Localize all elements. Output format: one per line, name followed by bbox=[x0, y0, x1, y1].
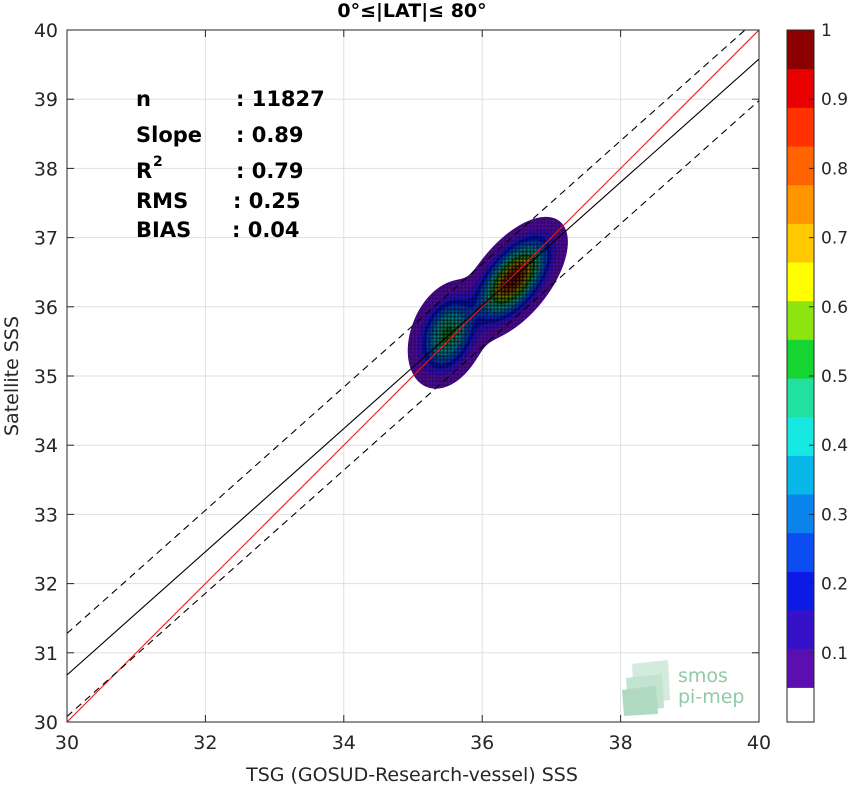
colorbar-swatch bbox=[787, 339, 814, 379]
colorbar-swatch bbox=[787, 687, 814, 723]
density-contour-edge bbox=[422, 235, 552, 369]
stat-label: RMS bbox=[136, 189, 188, 213]
colorbar-swatch bbox=[787, 184, 814, 224]
colorbar-swatch bbox=[787, 494, 814, 534]
y-tick-label: 33 bbox=[34, 504, 58, 526]
density-contour-edge bbox=[442, 254, 535, 342]
statistics-box: n : 11827 Slope : 0.89 R 2 : 0.79 RMS : 0.25 BIAS… bbox=[136, 87, 325, 242]
stat-label: R bbox=[136, 159, 152, 183]
colorbar-swatch bbox=[787, 30, 814, 70]
colorbar-swatch bbox=[787, 146, 814, 186]
colorbar-tick-label: 0.3 bbox=[821, 505, 848, 525]
logo-text-smos: smos bbox=[678, 665, 728, 687]
smos-pi-mep-logo: smos pi-mep bbox=[622, 660, 744, 716]
y-tick-label: 36 bbox=[34, 297, 58, 319]
colorbar-swatch bbox=[787, 107, 814, 147]
x-axis-ticks: 30 32 34 36 38 40 bbox=[55, 30, 771, 754]
density-contour-edge bbox=[500, 264, 527, 294]
y-tick-label: 37 bbox=[34, 228, 58, 250]
colorbar-swatch bbox=[787, 648, 814, 688]
chart-title: 0°≤|LAT|≤ 80° bbox=[337, 0, 486, 22]
colorbar-swatch bbox=[787, 68, 814, 108]
x-axis-label: TSG (GOSUD-Research-vessel) SSS bbox=[245, 764, 578, 786]
reference-lines bbox=[67, 30, 759, 722]
y-tick-label: 31 bbox=[34, 643, 58, 665]
stat-label: BIAS bbox=[136, 218, 191, 242]
x-tick-label: 38 bbox=[609, 732, 633, 754]
colorbar-tick-label: 0.7 bbox=[821, 229, 848, 249]
x-tick-label: 36 bbox=[470, 732, 494, 754]
density-contour-edge bbox=[496, 259, 531, 299]
y-tick-label: 32 bbox=[34, 574, 58, 596]
colorbar-swatch bbox=[787, 223, 814, 263]
upper-band-line bbox=[67, 30, 746, 634]
colorbar-tick-label: 0.6 bbox=[821, 298, 848, 318]
colorbar-swatch bbox=[787, 532, 814, 572]
x-tick-label: 32 bbox=[193, 732, 217, 754]
colorbar-tick-label: 0.1 bbox=[821, 644, 848, 664]
colorbar-tick-label: 0.9 bbox=[821, 90, 848, 110]
colorbar-swatch bbox=[787, 610, 814, 650]
colorbar-tick-label: 0.2 bbox=[821, 575, 848, 595]
y-tick-label: 34 bbox=[34, 435, 58, 457]
stat-label: n bbox=[136, 87, 151, 111]
y-tick-label: 35 bbox=[34, 366, 58, 388]
stat-value: : 11827 bbox=[236, 87, 325, 111]
stat-value: : 0.89 bbox=[236, 123, 304, 147]
x-tick-label: 34 bbox=[332, 732, 356, 754]
stat-value: : 0.25 bbox=[233, 189, 301, 213]
colorbar-swatch bbox=[787, 416, 814, 456]
one-to-one-line bbox=[67, 30, 759, 722]
logo-text-pi-mep: pi-mep bbox=[678, 686, 744, 708]
regression-line bbox=[67, 58, 759, 676]
y-tick-label: 38 bbox=[34, 158, 58, 180]
grid bbox=[66, 29, 760, 723]
colorbar-tick-label: 0.8 bbox=[821, 159, 848, 179]
y-tick-label: 40 bbox=[34, 20, 58, 42]
y-axis-ticks: 30 31 32 33 34 35 36 37 38 39 40 bbox=[34, 20, 759, 734]
logo-mark-icon bbox=[622, 660, 670, 716]
colorbar-swatch bbox=[787, 455, 814, 495]
colorbar-swatch bbox=[787, 571, 814, 611]
stat-label: Slope bbox=[136, 123, 202, 147]
y-axis-label: Satellite SSS bbox=[1, 316, 23, 436]
colorbar-tick-label: 0.4 bbox=[821, 436, 848, 456]
x-tick-label: 40 bbox=[747, 732, 771, 754]
stat-value: : 0.04 bbox=[232, 218, 300, 242]
y-tick-label: 30 bbox=[34, 712, 58, 734]
x-tick-label: 30 bbox=[55, 732, 79, 754]
colorbar-tick-label: 1 bbox=[821, 21, 832, 41]
stat-label-superscript: 2 bbox=[153, 154, 163, 170]
density-contour-edge bbox=[407, 216, 568, 389]
y-tick-label: 39 bbox=[34, 89, 58, 111]
colorbar-swatch bbox=[787, 262, 814, 302]
colorbar: 0.1 0.2 0.3 0.4 0.5 0.6 0.7 0.8 0.9 1 bbox=[786, 21, 848, 723]
lower-band-line bbox=[67, 100, 759, 717]
stat-value: : 0.79 bbox=[236, 159, 304, 183]
colorbar-swatch bbox=[787, 378, 814, 418]
colorbar-tick-label: 0.5 bbox=[821, 367, 848, 387]
